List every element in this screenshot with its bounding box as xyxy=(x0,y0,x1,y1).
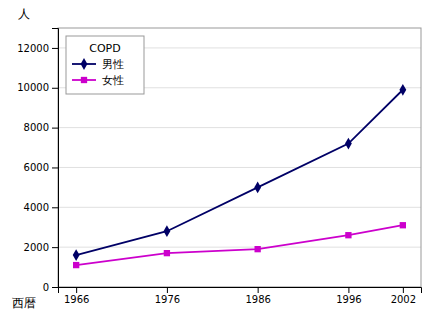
tick: 8000 xyxy=(24,122,58,133)
point xyxy=(73,249,80,261)
grid-line xyxy=(58,127,421,128)
tick-label: 8000 xyxy=(24,122,49,133)
grid-line xyxy=(58,247,421,248)
tick-label: 0 xyxy=(43,282,49,293)
point xyxy=(254,246,260,252)
tick-label: 2000 xyxy=(24,242,49,253)
series-line xyxy=(76,225,403,265)
point xyxy=(400,222,406,228)
tick-label: 1966 xyxy=(64,294,89,305)
legend-label: 男性 xyxy=(102,58,124,71)
tick-label: 1976 xyxy=(155,294,180,305)
tick: 2000 xyxy=(24,242,58,253)
y-axis: 0 2000 4000 6000 8000 10000 12000 xyxy=(17,29,58,293)
grid-line xyxy=(58,167,421,168)
legend-label: 女性 xyxy=(102,74,124,87)
tick-mark xyxy=(258,287,259,293)
y-axis-label: 人 xyxy=(18,7,30,21)
axis-line xyxy=(59,288,422,294)
tick: 1986 xyxy=(245,287,270,305)
tick-mark xyxy=(52,48,58,49)
tick-mark xyxy=(52,207,58,208)
legend-marker xyxy=(81,77,87,83)
tick: 1976 xyxy=(155,287,180,305)
tick: 10000 xyxy=(17,82,58,93)
point xyxy=(345,138,352,150)
tick: 12000 xyxy=(17,43,58,54)
point xyxy=(73,262,79,268)
tick-label: 6000 xyxy=(24,162,49,173)
legend-frame xyxy=(66,36,144,94)
tick-label: 1986 xyxy=(245,294,270,305)
tick-mark xyxy=(76,287,77,293)
tick-mark xyxy=(348,287,349,293)
x-axis-label: 西暦 xyxy=(12,296,36,310)
tick: 1966 xyxy=(64,287,89,305)
tick: 4000 xyxy=(24,202,58,213)
tick-mark xyxy=(52,128,58,129)
x-axis: 1966 1976 1986 1996 2002 xyxy=(59,287,422,305)
tick-label: 1996 xyxy=(336,294,361,305)
tick-label: 10000 xyxy=(17,82,49,93)
tick-mark xyxy=(52,167,58,168)
grid-line xyxy=(58,207,421,208)
tick: 6000 xyxy=(24,162,58,173)
point xyxy=(254,181,261,193)
tick-label: 2002 xyxy=(391,294,416,305)
point xyxy=(164,250,170,256)
legend-marker xyxy=(81,58,88,70)
tick-label: 12000 xyxy=(17,43,49,54)
tick-mark xyxy=(52,287,58,288)
marks xyxy=(73,84,406,268)
point xyxy=(345,232,351,238)
legend-item: 男性 xyxy=(72,58,124,71)
tick: 2002 xyxy=(391,287,416,305)
plot-frame xyxy=(58,28,421,287)
grid xyxy=(58,48,421,287)
tick-mark xyxy=(52,88,58,89)
tick: 1996 xyxy=(336,287,361,305)
series-line xyxy=(76,90,403,255)
tick-mark xyxy=(52,247,58,248)
axis-line xyxy=(52,29,59,288)
tick-label: 4000 xyxy=(24,202,49,213)
point xyxy=(164,225,171,237)
legend-item: 女性 xyxy=(72,74,124,87)
legend: COPD 男性女性 xyxy=(66,36,144,94)
tick-mark xyxy=(167,287,168,293)
chart: 1966 1976 1986 1996 2002 0 2000 4000 6000 8000 100… xyxy=(0,0,437,327)
tick-mark xyxy=(403,287,404,293)
point xyxy=(399,84,406,96)
plot: 1966 1976 1986 1996 2002 0 2000 4000 6000 8000 100… xyxy=(17,28,421,305)
tick: 0 xyxy=(43,282,58,293)
legend-title: COPD xyxy=(89,42,120,55)
